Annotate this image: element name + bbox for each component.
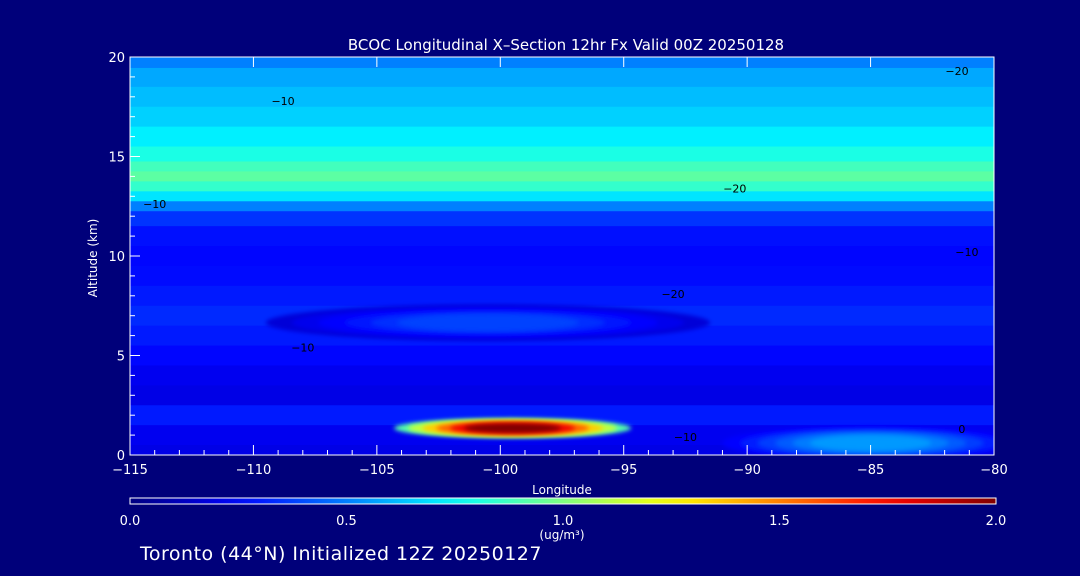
x-tick-label: −85 bbox=[857, 463, 884, 478]
x-tick-label: −105 bbox=[359, 463, 395, 478]
field-band bbox=[130, 171, 994, 182]
field-band bbox=[130, 146, 994, 163]
x-tick-label: −115 bbox=[112, 463, 148, 478]
field-band bbox=[130, 57, 994, 69]
field-band bbox=[130, 191, 994, 202]
x-tick-label: −90 bbox=[733, 463, 760, 478]
field-band bbox=[130, 67, 994, 88]
colorbar bbox=[129, 497, 997, 505]
y-tick-label: 0 bbox=[117, 449, 125, 464]
field-band bbox=[130, 385, 994, 406]
x-axis-label: Longitude bbox=[532, 483, 592, 497]
field-band bbox=[130, 265, 994, 287]
contour-label: −10 bbox=[955, 246, 978, 259]
plume-layer bbox=[464, 423, 562, 433]
colorbar-unit-label: (ug/m³) bbox=[539, 528, 584, 542]
plume-mid-level-layer bbox=[265, 304, 711, 341]
field-band bbox=[130, 405, 994, 426]
contour-label: 0 bbox=[958, 423, 965, 436]
contour-label: −10 bbox=[271, 95, 294, 108]
field-band bbox=[130, 285, 994, 307]
plume-lower-tropospheric-core bbox=[394, 418, 632, 438]
x-tick-label: −95 bbox=[610, 463, 637, 478]
field-band bbox=[130, 211, 994, 227]
contour-label: −10 bbox=[674, 431, 697, 444]
field-band bbox=[130, 126, 994, 148]
field-band bbox=[130, 181, 994, 192]
colorbar-ticks: 0.0 0.5 1.0 1.5 2.0 bbox=[120, 514, 1007, 529]
x-axis: −115 −110 −105 −100 −95 −90 −85 −80 bbox=[112, 57, 1008, 478]
colorbar-tick-label: 2.0 bbox=[986, 514, 1007, 529]
colorbar-tick-label: 1.5 bbox=[769, 514, 790, 529]
field-band bbox=[130, 246, 994, 267]
field-band bbox=[130, 106, 994, 128]
field-band bbox=[130, 345, 994, 367]
y-tick-label: 5 bbox=[117, 350, 125, 365]
colorbar-tick-label: 0.0 bbox=[120, 514, 141, 529]
y-tick-label: 10 bbox=[108, 250, 125, 265]
field-band bbox=[130, 226, 994, 247]
contour-label: −10 bbox=[143, 198, 166, 211]
colorbar-tick-label: 0.5 bbox=[336, 514, 357, 529]
x-tick-label: −110 bbox=[236, 463, 272, 478]
plot-area: −10 −20 −10 −20 −10 −20 −10 −10 0 bbox=[130, 57, 994, 455]
plume-layer bbox=[396, 314, 579, 332]
contour-label: −10 bbox=[291, 342, 314, 355]
field-band bbox=[130, 86, 994, 108]
x-tick-label: −100 bbox=[482, 463, 518, 478]
contour-label: −20 bbox=[661, 288, 684, 301]
field-band bbox=[130, 161, 994, 173]
plume-layer bbox=[809, 435, 932, 451]
contour-label: −20 bbox=[723, 182, 746, 195]
y-axis-label: Altitude (km) bbox=[86, 219, 100, 298]
colorbar-tick-label: 1.0 bbox=[553, 514, 574, 529]
y-axis: 0 5 10 15 20 bbox=[108, 51, 140, 464]
contour-label: −20 bbox=[945, 65, 968, 78]
plume-surface-layer-east bbox=[722, 426, 994, 455]
x-tick-label: −80 bbox=[980, 463, 1007, 478]
y-tick-label: 15 bbox=[108, 151, 125, 166]
chart-title: BCOC Longitudinal X–Section 12hr Fx Vali… bbox=[348, 36, 784, 54]
footer-caption: Toronto (44°N) Initialized 12Z 20250127 bbox=[140, 543, 542, 565]
field-band bbox=[130, 201, 994, 212]
field-band bbox=[130, 445, 994, 455]
field-band bbox=[130, 365, 994, 386]
y-tick-label: 20 bbox=[108, 51, 125, 66]
